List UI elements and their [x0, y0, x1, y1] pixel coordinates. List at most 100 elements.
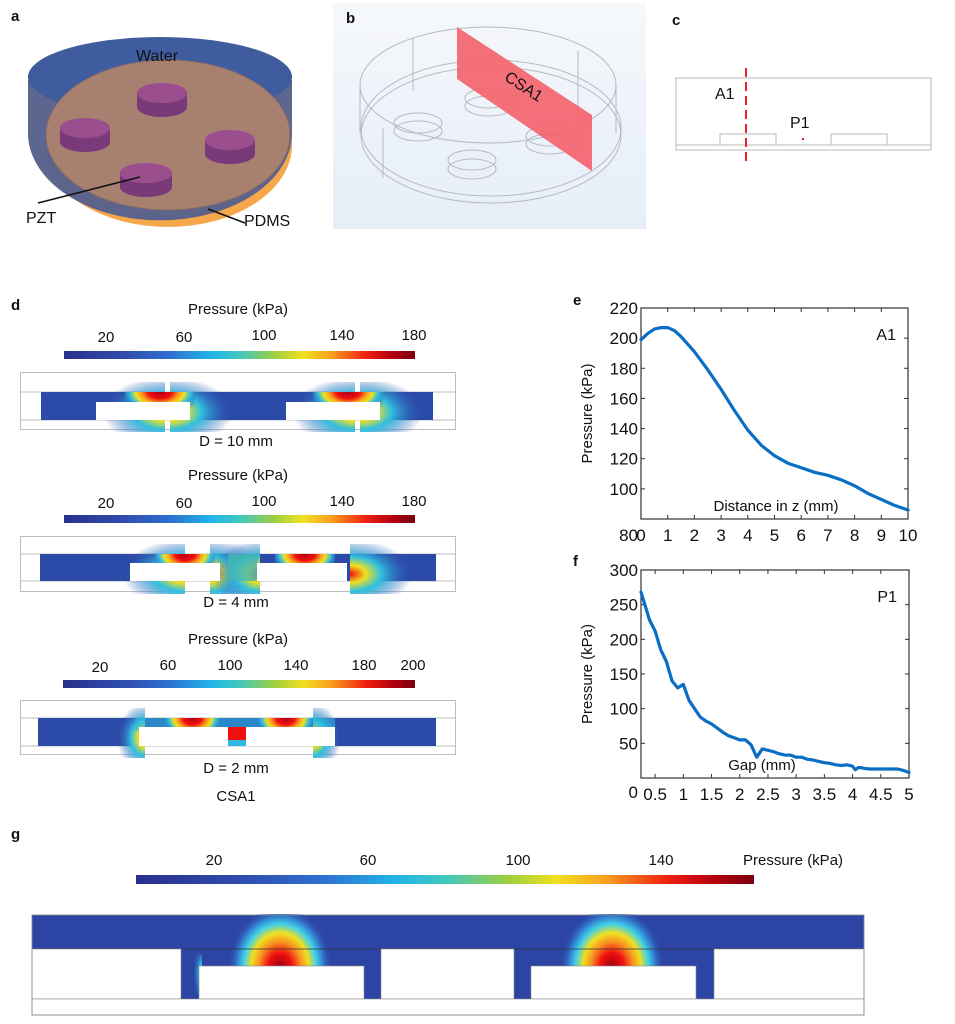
- x-tick-label: 4: [848, 785, 857, 804]
- y-tick-label: 0: [629, 783, 638, 802]
- series-line-p1: [639, 590, 911, 775]
- y-tick-label: 120: [610, 450, 638, 469]
- y-axis-label: Pressure (kPa): [579, 624, 596, 724]
- pzt-gap: [96, 402, 190, 420]
- pdms-label: PDMS: [244, 213, 291, 230]
- colorbar-tick: 20: [97, 329, 115, 346]
- map-caption: D = 2 mm: [203, 760, 269, 777]
- map-caption: D = 4 mm: [203, 594, 269, 611]
- colorbar: [136, 875, 754, 884]
- colorbar-tick: 140: [648, 852, 674, 869]
- colorbar-tick: 100: [217, 657, 243, 674]
- panel-b-wireframe: CSA1: [359, 26, 622, 204]
- x-tick-label: 4.5: [869, 785, 893, 804]
- colorbar: [64, 351, 415, 359]
- y-tick-label: 140: [610, 420, 638, 439]
- x-tick-label: 1.5: [700, 785, 724, 804]
- colorbar-title: Pressure (kPa): [743, 852, 844, 869]
- colorbar-tick: 20: [97, 495, 115, 512]
- pzt-gap: [130, 563, 220, 581]
- panel-letter-f: f: [573, 553, 578, 570]
- y-axis-label: Pressure (kPa): [579, 363, 596, 463]
- colorbar-tick: 60: [159, 657, 177, 674]
- pzt-disk: [60, 118, 110, 152]
- colorbar-title: Pressure (kPa): [187, 301, 289, 318]
- colorbar-tick: 100: [251, 493, 277, 510]
- annotation-label: P1: [877, 589, 897, 606]
- p1-label: P1: [790, 115, 810, 132]
- panel-letter-a: a: [11, 8, 20, 25]
- pzt-gap: [139, 727, 228, 746]
- colorbar-tick: 100: [251, 327, 277, 344]
- y-tick-label: 200: [610, 630, 638, 649]
- x-tick-label: 5: [904, 785, 913, 804]
- pzt-leader-line: [37, 176, 141, 204]
- y-tick-label: 300: [610, 561, 638, 580]
- pressure-map-d4: [20, 536, 456, 594]
- y-tick-label: 100: [610, 700, 638, 719]
- colorbar-tick: 200: [400, 657, 426, 674]
- colorbar-title: Pressure (kPa): [187, 467, 289, 484]
- p1-point: [801, 137, 805, 141]
- y-tick-label: 100: [610, 480, 638, 499]
- colorbar-tick: 60: [359, 852, 377, 869]
- x-tick-label: 6: [796, 526, 805, 545]
- colorbar-tick: 180: [351, 657, 377, 674]
- annotation-label: A1: [876, 327, 896, 344]
- panel-letter-g: g: [11, 826, 21, 843]
- x-tick-label: 1: [663, 526, 672, 545]
- y-tick-label: 220: [610, 299, 638, 318]
- x-tick-label: 3: [716, 526, 725, 545]
- x-tick-label: 3.5: [813, 785, 837, 804]
- x-tick-label: 10: [899, 526, 918, 545]
- y-tick-label: 50: [619, 734, 638, 753]
- colorbar-tick: 100: [505, 852, 531, 869]
- water-domain: [675, 77, 932, 151]
- x-axis-label: Gap (mm): [728, 757, 796, 774]
- y-tick-label: 180: [610, 359, 638, 378]
- map-caption: D = 10 mm: [199, 433, 273, 450]
- pzt-disk: [137, 83, 187, 117]
- pzt-block: [830, 133, 888, 146]
- colorbar: [64, 515, 415, 523]
- pzt-block: [719, 133, 777, 146]
- x-tick-label: 7: [823, 526, 832, 545]
- a1-label: A1: [715, 86, 735, 103]
- colorbar-tick: 180: [401, 493, 427, 510]
- x-tick-label: 0: [636, 526, 645, 545]
- x-tick-label: 2: [735, 785, 744, 804]
- csa1-caption: CSA1: [216, 788, 256, 805]
- colorbar-tick: 140: [283, 657, 309, 674]
- colorbar-tick: 140: [329, 493, 355, 510]
- y-tick-label: 150: [610, 665, 638, 684]
- plot-frame: [640, 569, 910, 779]
- x-axis-label: Distance in z (mm): [713, 498, 838, 515]
- colorbar: [63, 680, 415, 688]
- panel-a-3d-device: [28, 37, 292, 227]
- panel-letter-b: b: [346, 10, 356, 27]
- colorbar-tick: 180: [401, 327, 427, 344]
- water-label: Water: [136, 48, 179, 65]
- x-tick-label: 2.5: [756, 785, 780, 804]
- pzt-gap: [246, 727, 335, 746]
- x-tick-label: 3: [791, 785, 800, 804]
- colorbar-title: Pressure (kPa): [187, 631, 289, 648]
- plot-frame: [640, 307, 909, 520]
- colorbar-tick: 60: [175, 495, 193, 512]
- chart-f: 0.5 1 1.5 2 2.5 3 3.5 4 4.5 5050100150200250300Pr…: [579, 561, 914, 804]
- panel-c-schematic: [675, 68, 932, 164]
- panel-letter-c: c: [672, 12, 681, 29]
- x-tick-label: 8: [850, 526, 859, 545]
- pdms-layer: [46, 60, 290, 210]
- pzt-gap: [530, 965, 697, 1000]
- pzt-label: PZT: [26, 210, 57, 227]
- x-tick-label: 4: [743, 526, 752, 545]
- pzt-disk: [205, 130, 255, 164]
- pzt-gap: [198, 965, 365, 1000]
- panel-letter-e: e: [573, 292, 582, 309]
- pressure-map-d2: [20, 700, 456, 758]
- colorbar-tick: 20: [91, 659, 109, 676]
- pressure-map-g: [31, 914, 865, 1016]
- pzt-gap: [286, 402, 380, 420]
- pdms-leader-line: [207, 208, 246, 224]
